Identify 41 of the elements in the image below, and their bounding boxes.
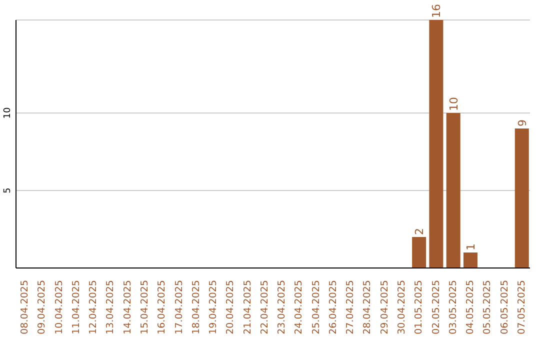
data-label: 2 — [413, 228, 426, 235]
x-tick-label: 10.04.2025 — [54, 280, 65, 334]
x-tick-label: 14.04.2025 — [122, 280, 134, 334]
x-tick-label: 09.04.2025 — [36, 280, 48, 334]
x-tick-label: 29.04.2025 — [379, 280, 390, 334]
x-tick-label: 26.04.2025 — [328, 280, 339, 334]
x-tick-label: 15.04.2025 — [140, 280, 150, 334]
bar — [446, 113, 460, 268]
x-tick-label: 28.04.2025 — [362, 280, 374, 334]
bar — [514, 128, 529, 268]
x-tick-label: 05.05.2025 — [482, 280, 494, 334]
data-label: 16 — [430, 4, 444, 18]
x-tick-label: 18.04.2025 — [190, 280, 202, 334]
x-tick-label: 04.05.2025 — [465, 280, 476, 334]
x-tick-label: 19.04.2025 — [208, 280, 220, 334]
x-tick-label: 12.04.2025 — [88, 280, 100, 334]
x-tick-label: 06.05.2025 — [499, 280, 510, 334]
x-tick-label: 23.04.2025 — [276, 280, 288, 334]
data-label: 1 — [464, 244, 478, 250]
x-tick-label: 13.04.2025 — [105, 280, 116, 334]
x-tick-label: 24.04.2025 — [294, 280, 305, 334]
x-tick-label: 07.05.2025 — [516, 280, 528, 334]
x-tick-label: 21.04.2025 — [242, 280, 254, 334]
bar — [429, 20, 444, 268]
x-tick-label: 08.04.2025 — [20, 280, 31, 334]
x-tick-label: 27.04.2025 — [345, 280, 356, 334]
data-label: 9 — [516, 120, 529, 126]
x-tick-label: 22.04.2025 — [259, 280, 270, 334]
x-tick-label: 20.04.2025 — [225, 280, 236, 334]
y-tick-label: 5 — [3, 188, 13, 194]
bar — [463, 252, 478, 268]
x-tick-label: 16.04.2025 — [156, 280, 168, 334]
x-tick-label: 11.04.2025 — [70, 280, 82, 334]
bar — [412, 237, 426, 268]
x-tick-label: 02.05.2025 — [430, 280, 442, 334]
x-tick-label: 25.04.2025 — [310, 280, 322, 334]
x-tick-label: 03.05.2025 — [448, 280, 459, 334]
x-tick-label: 17.04.2025 — [174, 280, 185, 334]
data-label: 10 — [447, 97, 460, 111]
x-tick-label: 01.05.2025 — [414, 280, 425, 334]
x-tick-label: 30.04.2025 — [396, 280, 408, 334]
